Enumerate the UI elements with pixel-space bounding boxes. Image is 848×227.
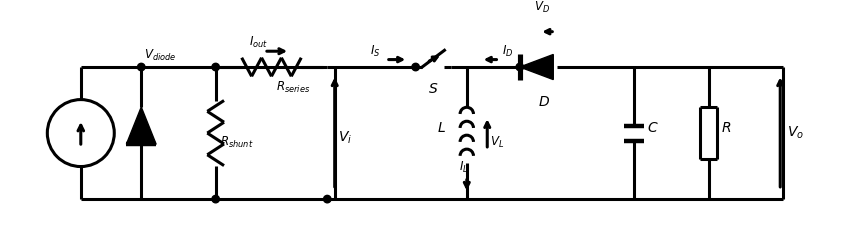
Text: $V_L$: $V_L$ (490, 135, 505, 150)
Circle shape (412, 63, 420, 71)
Text: $V_{diode}$: $V_{diode}$ (144, 48, 176, 63)
Circle shape (137, 63, 145, 71)
Text: $V_D$: $V_D$ (534, 0, 550, 15)
Polygon shape (520, 54, 553, 80)
Text: $R_{series}$: $R_{series}$ (276, 80, 310, 95)
Text: $R$: $R$ (721, 121, 731, 136)
Circle shape (212, 63, 220, 71)
Text: $S$: $S$ (428, 82, 438, 96)
Circle shape (516, 63, 523, 71)
Text: $I_S$: $I_S$ (370, 44, 380, 59)
Text: $R_{shunt}$: $R_{shunt}$ (220, 135, 254, 150)
Circle shape (324, 195, 331, 203)
Text: $I_{out}$: $I_{out}$ (249, 35, 268, 50)
Text: $D$: $D$ (538, 95, 550, 109)
Text: $I_L$: $I_L$ (460, 160, 469, 175)
Text: $L$: $L$ (438, 121, 446, 136)
Text: $C$: $C$ (647, 121, 659, 136)
Text: $V_o$: $V_o$ (787, 125, 804, 141)
Polygon shape (126, 107, 156, 144)
Text: $I_D$: $I_D$ (502, 44, 514, 59)
Circle shape (212, 195, 220, 203)
Text: $V_i$: $V_i$ (338, 130, 352, 146)
